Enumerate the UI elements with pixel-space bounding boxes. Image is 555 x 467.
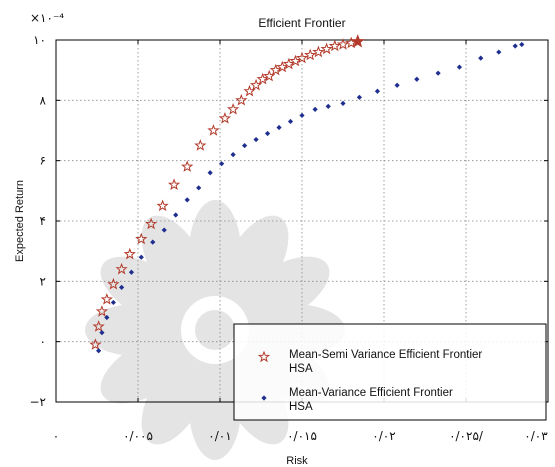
x-tick-label: ۰/۰۲ — [372, 429, 395, 443]
grid — [56, 40, 548, 402]
series-semi-variance — [89, 34, 365, 350]
diamond-point — [394, 82, 400, 88]
star-point — [156, 199, 169, 212]
diamond-point — [356, 94, 362, 100]
x-tick-label: ۰/۰۱۵ — [287, 429, 317, 443]
diamond-point — [478, 55, 484, 61]
star-point — [115, 262, 128, 275]
legend-star-marker — [257, 350, 271, 363]
diamond-point — [184, 197, 190, 203]
diamond-point — [374, 88, 381, 94]
diamond-point — [340, 100, 346, 106]
y-tick-label: ۲ — [40, 274, 46, 288]
diamond-point — [519, 41, 525, 48]
diamond-point — [104, 314, 110, 321]
x-axis-label: Risk — [286, 455, 308, 467]
diamond-point — [219, 161, 225, 167]
diamond-point — [196, 185, 202, 191]
star-point — [218, 111, 232, 124]
star-point — [181, 160, 194, 172]
y-axis-multiplier: ×۱۰⁻⁴ — [30, 11, 64, 25]
y-tick-label: −۲ — [30, 395, 47, 409]
y-tick-label: ۰ — [40, 335, 46, 349]
legend-box — [233, 323, 547, 421]
diamond-point — [435, 70, 441, 76]
star-point — [227, 102, 240, 115]
diamond-point — [287, 118, 294, 125]
y-axis-label: Expected Return — [14, 180, 26, 262]
star-point — [235, 93, 248, 106]
diamond-point — [207, 170, 213, 176]
legend-entry-variance: Mean-Variance Efficient Frontier HSA — [289, 387, 453, 413]
diamond-point — [299, 112, 305, 119]
diamond-point — [276, 124, 282, 131]
diamond-point — [96, 348, 102, 354]
y-tick-label: ۸ — [40, 93, 47, 107]
star-point — [123, 247, 136, 260]
x-tick-labels: ۰ ۰/۰۰۵ ۰/۰۱ ۰/۰۱۵ ۰/۰۲ ۰/۰۲۵/۰/۰۳ — [53, 429, 548, 443]
star-point — [95, 305, 109, 317]
star-point — [336, 38, 350, 50]
diamond-point — [325, 103, 331, 109]
y-tick-labels: −۲ ۰ ۲ ۴ ۶ ۸ ۱۰ — [30, 33, 47, 409]
legend-diamond-icon — [261, 395, 267, 401]
legend-star-icon — [257, 350, 271, 363]
star-point — [328, 39, 341, 52]
star-point — [92, 320, 105, 332]
star-point — [167, 178, 181, 191]
chart-title: Efficient Frontier — [258, 16, 345, 30]
star-point — [249, 78, 263, 91]
series-points — [89, 34, 525, 354]
star-point — [312, 45, 325, 58]
star-point — [276, 60, 289, 73]
y-tick-label: ۱۰ — [33, 33, 46, 47]
diamond-point — [119, 284, 125, 290]
star-point — [289, 54, 302, 67]
star-point — [107, 277, 120, 290]
star-point — [320, 42, 333, 55]
diamond-point — [99, 330, 105, 336]
diamond-point — [312, 106, 318, 112]
diamond-point — [496, 49, 502, 55]
diamond-point — [161, 227, 167, 233]
star-point — [100, 292, 113, 305]
star-point — [89, 338, 102, 350]
star-point — [256, 72, 269, 85]
diamond-point — [230, 152, 236, 158]
star-point — [295, 51, 309, 64]
diamond-point — [242, 142, 248, 149]
star-point — [135, 232, 148, 245]
x-tick-label: ۰ — [53, 429, 59, 443]
series-variance — [96, 41, 525, 354]
x-tick-label: ۰/۰۲۵/ — [449, 429, 484, 443]
diamond-point — [173, 212, 179, 218]
star-point — [350, 34, 365, 48]
x-tick-label: ۰/۰۱ — [208, 429, 231, 443]
diamond-point — [414, 76, 420, 82]
diamond-point — [138, 254, 144, 260]
y-tick-label: ۶ — [40, 154, 46, 168]
diamond-point — [253, 136, 259, 143]
diamond-point — [128, 269, 135, 275]
diamond-point — [264, 130, 271, 137]
legend-entry-semi-variance: Mean-Semi Variance Efficient Frontier HSA — [289, 349, 482, 375]
star-point — [145, 217, 158, 230]
x-tick-label: ۰/۰۳ — [524, 429, 548, 443]
star-point — [282, 57, 295, 70]
y-tick-label: ۴ — [40, 214, 46, 228]
legend-diamond-marker — [261, 395, 267, 401]
star-point — [194, 139, 207, 151]
diamond-point — [110, 299, 116, 306]
diamond-point — [150, 239, 156, 245]
diamond-point — [512, 43, 518, 49]
x-tick-label: ۰/۰۰۵ — [123, 429, 153, 443]
star-point — [269, 63, 282, 76]
star-point — [304, 48, 317, 61]
star-point — [207, 124, 220, 136]
diamond-point — [456, 64, 463, 70]
star-point — [243, 84, 256, 97]
legend: Mean-Semi Variance Efficient Frontier HSA… — [233, 323, 547, 421]
